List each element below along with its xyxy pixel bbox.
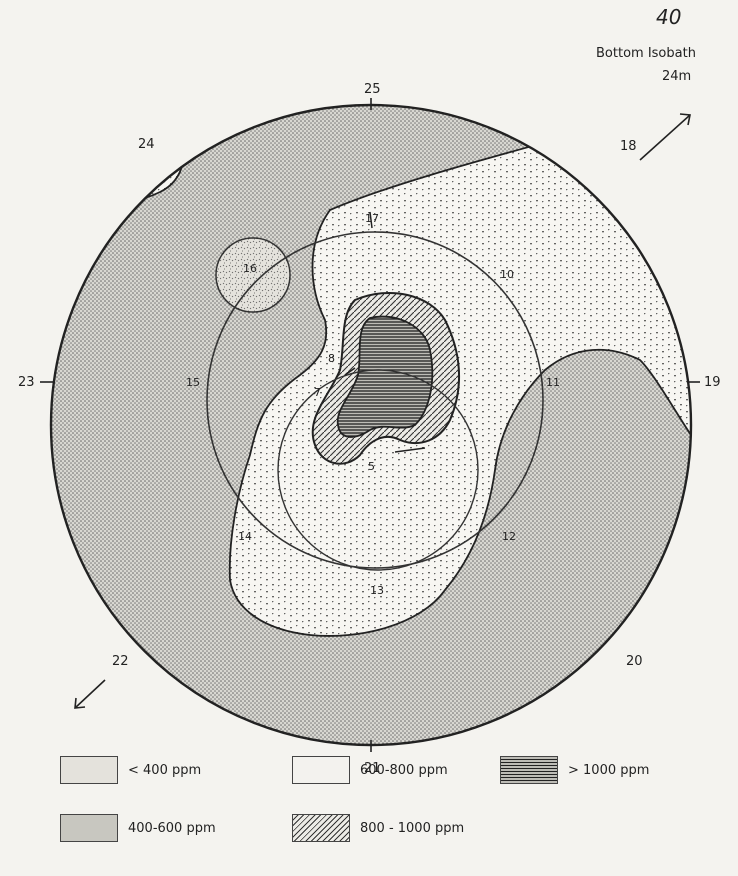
station-label-19: 19 — [704, 375, 721, 390]
legend-swatch-horizontal — [500, 756, 558, 784]
station-label-22: 22 — [112, 654, 129, 669]
isobath-arrowhead-icon — [679, 113, 691, 126]
legend-label: < 400 ppm — [128, 762, 202, 778]
station-label-13: 13 — [370, 584, 384, 597]
compass-ticks — [40, 98, 700, 752]
legend: < 400 ppm 400-600 ppm 600-800 ppm 800 - … — [60, 752, 700, 862]
legend-item-400-600: 400-600 ppm — [60, 814, 216, 842]
legend-swatch-dense-dots — [60, 814, 118, 842]
legend-item-600-800: 600-800 ppm — [292, 756, 448, 784]
sampling-ring-inner — [206, 231, 544, 569]
station-label-12: 12 — [502, 530, 516, 543]
legend-label: 600-800 ppm — [360, 762, 448, 778]
zone-over-1000 — [336, 315, 434, 438]
legend-item-over-1000: > 1000 ppm — [500, 756, 649, 784]
station-markers — [344, 211, 426, 453]
station-label-17: 17 — [365, 212, 379, 225]
station-label-8: 8 — [328, 352, 335, 365]
station-label-10: 10 — [500, 268, 514, 281]
station-label-15: 15 — [186, 376, 200, 389]
legend-swatch-sparse-dots — [292, 756, 350, 784]
station-label-24: 24 — [138, 137, 155, 152]
isobath-arrow — [639, 114, 691, 161]
page-number: 40 — [656, 5, 681, 29]
southwest-arrow — [74, 679, 106, 709]
legend-item-under-400: < 400 ppm — [60, 756, 201, 784]
legend-label: 800 - 1000 ppm — [360, 820, 465, 836]
station-label-18: 18 — [620, 139, 637, 154]
isobath-depth: 24m — [662, 69, 691, 84]
legend-label: 400-600 ppm — [128, 820, 216, 836]
station-label-20: 20 — [626, 654, 643, 669]
legend-label: > 1000 ppm — [568, 762, 650, 778]
legend-swatch-diagonal — [292, 814, 350, 842]
zone-600-800 — [228, 129, 691, 637]
station-label-5: 5 — [368, 460, 375, 473]
sampling-ring-south — [277, 369, 479, 571]
station-label-25: 25 — [364, 82, 381, 97]
legend-swatch-speckle — [60, 756, 118, 784]
isobath-label: Bottom Isobath — [596, 46, 696, 61]
station-label-11: 11 — [546, 376, 560, 389]
southwest-arrowhead-icon — [74, 697, 86, 709]
station-label-7: 7 — [314, 386, 321, 399]
station-label-16: 16 — [243, 262, 257, 275]
legend-item-800-1000: 800 - 1000 ppm — [292, 814, 464, 842]
zone-under-400 — [215, 237, 291, 313]
station-label-14: 14 — [238, 530, 252, 543]
station-label-23: 23 — [18, 375, 35, 390]
station-label-21: 21 — [364, 761, 381, 776]
